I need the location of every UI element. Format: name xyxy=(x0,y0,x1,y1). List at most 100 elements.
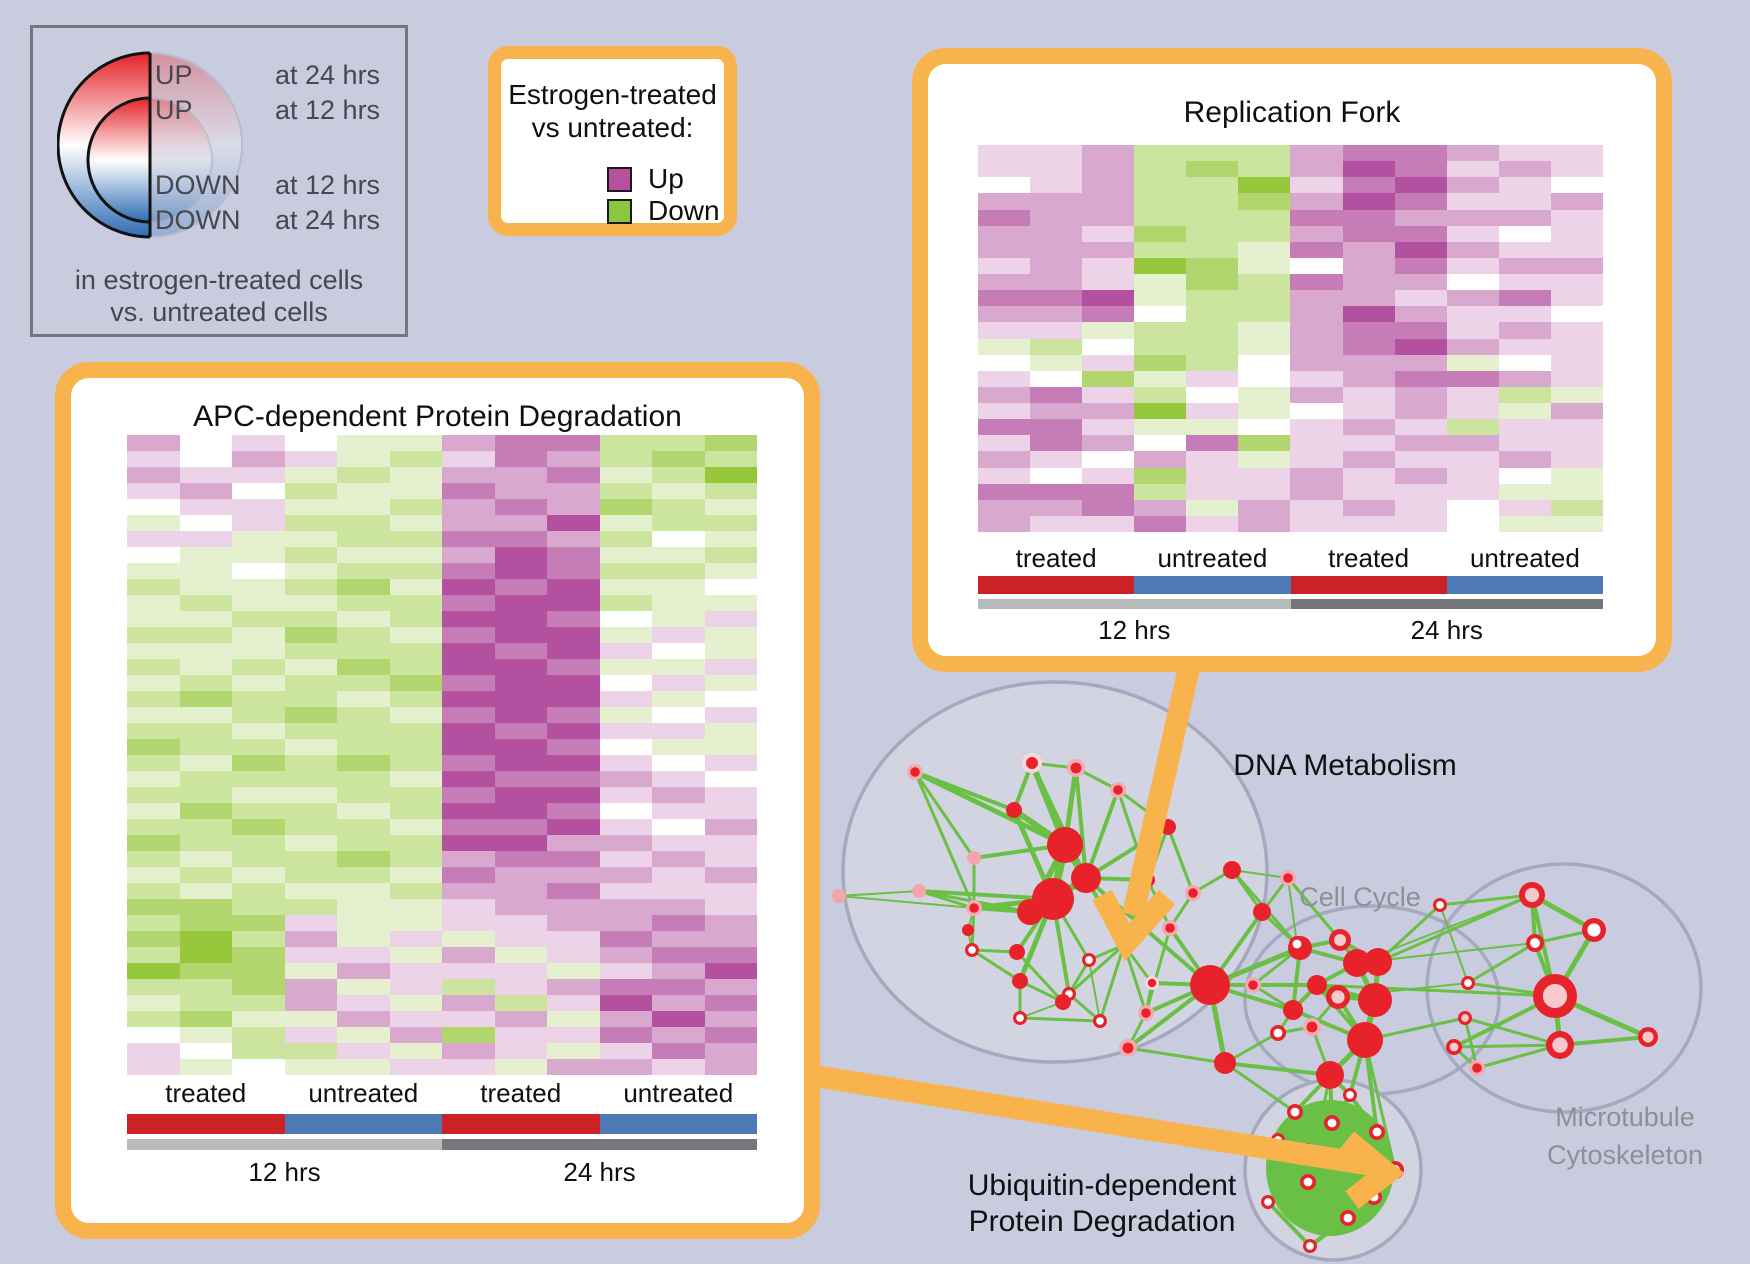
heatmap-cell xyxy=(127,979,180,995)
heatmap-cell xyxy=(389,627,442,643)
heatmap-cell xyxy=(232,819,285,835)
heatmap-cell xyxy=(704,947,757,963)
network-node xyxy=(1300,1174,1316,1190)
heatmap-row xyxy=(127,883,757,899)
heatmap-cell xyxy=(1238,338,1291,355)
network-node-core xyxy=(1333,933,1347,947)
heatmap-cell xyxy=(599,979,652,995)
heatmap-cell xyxy=(284,803,337,819)
heatmap-cell xyxy=(547,499,600,515)
heatmap-cell xyxy=(494,867,547,883)
heatmap-cell xyxy=(1550,386,1603,403)
heatmap-cell xyxy=(652,723,705,739)
heatmap-cell xyxy=(1498,483,1551,500)
heatmap-row xyxy=(978,370,1603,387)
heatmap-cell xyxy=(599,595,652,611)
heatmap-cell xyxy=(1238,483,1291,500)
heatmap-cell xyxy=(547,435,600,451)
heatmap-cell xyxy=(1134,419,1187,436)
network-edge xyxy=(1338,938,1359,965)
network-edge xyxy=(1316,961,1358,987)
apc-degradation-panel: APC-dependent Protein Degradation treate… xyxy=(55,362,820,1239)
heatmap-cell xyxy=(1082,161,1135,178)
heatmap-cell xyxy=(232,867,285,883)
heatmap-cell xyxy=(599,611,652,627)
heatmap-cell xyxy=(599,739,652,755)
heatmap-cell xyxy=(652,835,705,851)
heatmap-cell xyxy=(547,835,600,851)
heatmap-cell xyxy=(1186,451,1239,468)
heatmap-cell xyxy=(127,771,180,787)
heatmap-cell xyxy=(494,947,547,963)
heatmap-cell xyxy=(704,755,757,771)
heatmap-cell xyxy=(232,691,285,707)
heatmap-cell xyxy=(179,675,232,691)
apc-panel-title: APC-dependent Protein Degradation xyxy=(193,400,682,433)
heatmap-cell xyxy=(704,531,757,547)
heatmap-cell xyxy=(179,835,232,851)
heatmap-cell xyxy=(547,707,600,723)
heatmap-cell xyxy=(337,499,390,515)
network-node xyxy=(1364,948,1392,976)
heatmap-cell xyxy=(599,515,652,531)
heatmap-cell xyxy=(704,691,757,707)
network-edge xyxy=(1122,944,1154,984)
heatmap-cell xyxy=(1498,322,1551,339)
ring-caption-line1: in estrogen-treated cells xyxy=(74,265,364,295)
heatmap-cell xyxy=(442,995,495,1011)
heatmap-row xyxy=(127,707,757,723)
heatmap-row xyxy=(978,193,1603,210)
rf-panel-title: Replication Fork xyxy=(1183,96,1401,129)
network-edge xyxy=(1328,1073,1352,1097)
heatmap-cell xyxy=(704,1027,757,1043)
heatmap-cell xyxy=(337,1027,390,1043)
network-node xyxy=(1006,802,1022,818)
network-edge xyxy=(1348,1039,1367,1096)
updown-rings-icon xyxy=(57,51,243,239)
network-edge xyxy=(1088,959,1101,1022)
network-node-core xyxy=(1188,888,1198,898)
heatmap-cell xyxy=(652,675,705,691)
heatmap-cell xyxy=(1394,467,1447,484)
heatmap-cell xyxy=(127,883,180,899)
heatmap-cell xyxy=(389,435,442,451)
heatmap-cell xyxy=(389,931,442,947)
heatmap-cell xyxy=(337,579,390,595)
network-node-core xyxy=(1283,873,1293,883)
heatmap-cell xyxy=(599,803,652,819)
heatmap-cell xyxy=(494,787,547,803)
heatmap-cell xyxy=(127,499,180,515)
heatmap-cell xyxy=(978,451,1031,468)
heatmap-cell xyxy=(179,739,232,755)
heatmap-row xyxy=(127,563,757,579)
heatmap-cell xyxy=(442,451,495,467)
heatmap-cell xyxy=(442,931,495,947)
network-edge xyxy=(1224,1031,1279,1065)
legend-item-up: Up xyxy=(607,163,684,195)
heatmap-cell xyxy=(284,867,337,883)
network-edge xyxy=(1315,983,1367,1042)
heatmap-cell xyxy=(127,1059,180,1075)
rf-treatment-bars xyxy=(978,576,1603,594)
heatmap-cell xyxy=(1342,451,1395,468)
heatmap-cell xyxy=(179,515,232,531)
network-edge xyxy=(1363,1039,1379,1133)
heatmap-cell xyxy=(179,595,232,611)
heatmap-row xyxy=(978,257,1603,274)
heatmap-cell xyxy=(442,1011,495,1027)
heatmap-cell xyxy=(704,499,757,515)
network-edge xyxy=(1552,928,1597,998)
ring-direction: DOWN xyxy=(155,170,241,200)
cluster-ellipse-microtubule-cytoskeleton xyxy=(1425,862,1703,1114)
heatmap-cell xyxy=(652,707,705,723)
heatmap-cell xyxy=(1342,241,1395,258)
heatmap-cell xyxy=(547,547,600,563)
heatmap-cell xyxy=(652,963,705,979)
network-node-core xyxy=(1530,938,1540,948)
heatmap-cell xyxy=(1394,515,1447,532)
heatmap-cell xyxy=(1238,306,1291,323)
heatmap-cell xyxy=(127,579,180,595)
heatmap-row xyxy=(127,819,757,835)
updown-legend-title-line2: vs untreated: xyxy=(531,112,694,143)
network-edge xyxy=(1306,1122,1334,1183)
